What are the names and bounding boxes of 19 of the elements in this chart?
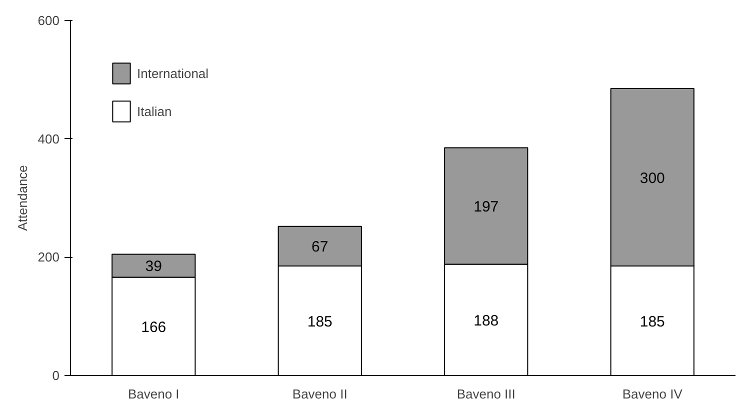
data-label: 166: [141, 318, 166, 336]
data-label: 185: [307, 313, 332, 330]
legend-label: International: [137, 66, 209, 80]
y-tick-label: 400: [38, 131, 60, 146]
data-label: 39: [145, 258, 162, 276]
data-label: 67: [312, 238, 328, 256]
x-tick-label: Baveno II: [292, 386, 348, 402]
x-tick-label: Baveno IV: [622, 386, 683, 402]
data-label: 185: [640, 313, 665, 330]
x-tick-label: Baveno I: [128, 386, 180, 402]
y-tick-label: 200: [38, 250, 60, 265]
legend-label: Italian: [137, 104, 172, 118]
data-label: 300: [640, 170, 665, 187]
data-label: 197: [474, 198, 499, 216]
y-tick-label: 600: [38, 13, 60, 28]
y-tick-label: 0: [52, 368, 60, 383]
data-label: 188: [474, 312, 499, 330]
y-axis-title: Attendance: [14, 165, 30, 231]
x-tick-label: Baveno III: [456, 386, 516, 402]
